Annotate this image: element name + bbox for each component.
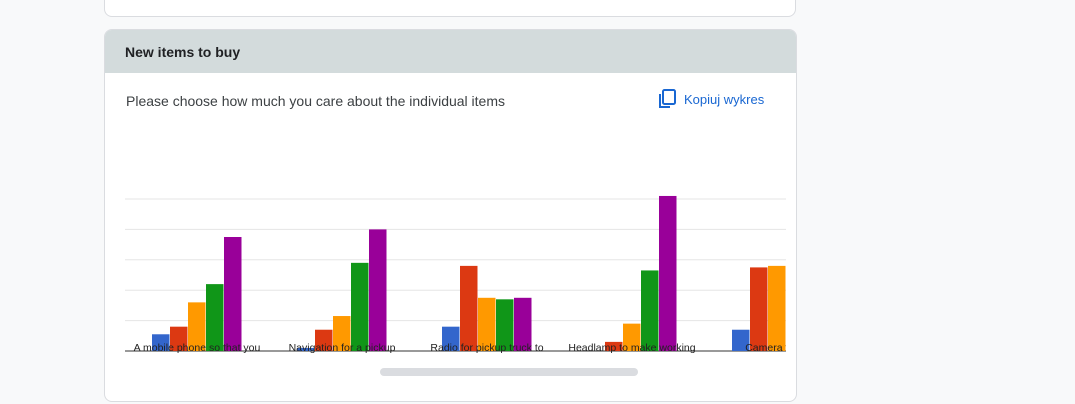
bar bbox=[768, 265, 786, 351]
question-text: Please choose how much you care about th… bbox=[126, 93, 505, 109]
copy-chart-button[interactable]: Kopiuj wykres bbox=[658, 89, 764, 109]
x-tick-label: Radio for pickup truck to bbox=[430, 342, 543, 354]
x-tick-label: can buy things at any time bbox=[136, 356, 258, 357]
bar bbox=[750, 267, 768, 351]
chart-canvas: A mobile phone so that you can buy things… bbox=[125, 195, 786, 357]
bar bbox=[333, 316, 351, 351]
copy-icon bbox=[658, 89, 676, 109]
x-tick-label: photogra bbox=[756, 356, 786, 357]
card-title: New items to buy bbox=[105, 30, 796, 73]
previous-card bbox=[104, 0, 796, 17]
question-card: New items to buy Please choose how much … bbox=[104, 29, 797, 402]
bar bbox=[641, 270, 659, 351]
bar bbox=[496, 299, 514, 351]
bar bbox=[605, 341, 623, 351]
x-tick-label: Headlamp to make working bbox=[568, 342, 695, 354]
x-tick-label: Navigation for a pickup bbox=[289, 342, 396, 354]
bar bbox=[152, 334, 170, 351]
bar bbox=[460, 265, 478, 351]
bar bbox=[170, 326, 188, 351]
horizontal-scrollbar[interactable] bbox=[380, 368, 638, 376]
bar bbox=[315, 329, 333, 351]
x-tick-label: at night easier bbox=[599, 356, 665, 357]
x-tick-label: A mobile phone so that you bbox=[134, 342, 261, 354]
copy-chart-label: Kopiuj wykres bbox=[684, 91, 765, 107]
bar bbox=[188, 302, 206, 351]
bar-chart: A mobile phone so that you can buy things… bbox=[125, 157, 786, 357]
bar bbox=[206, 284, 224, 351]
x-tick-label: Camera for la bbox=[745, 342, 786, 354]
bar bbox=[514, 297, 532, 351]
bar bbox=[659, 195, 677, 351]
x-tick-label: change music bbox=[455, 356, 520, 357]
bar bbox=[732, 329, 750, 351]
bar bbox=[442, 326, 460, 351]
bar bbox=[297, 347, 315, 351]
bar bbox=[623, 323, 641, 351]
bar bbox=[224, 237, 242, 351]
bar bbox=[478, 297, 496, 351]
bar bbox=[369, 229, 387, 351]
x-tick-label: truck bbox=[331, 356, 355, 357]
bar bbox=[351, 262, 369, 351]
